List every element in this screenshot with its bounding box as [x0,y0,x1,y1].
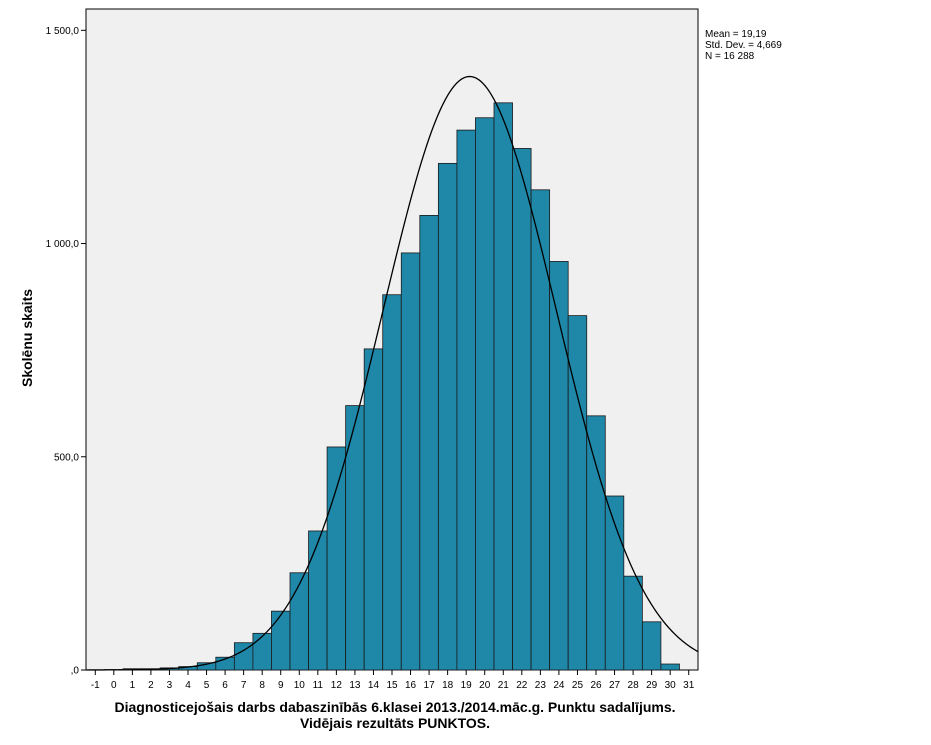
x-tick-label: 28 [628,680,640,691]
x-tick-label: 24 [553,680,565,691]
x-tick-label: 20 [479,680,491,691]
x-tick-label: 0 [111,680,117,691]
x-tick-label: 19 [461,680,473,691]
histogram-bar [530,189,551,671]
x-tick-label: 6 [222,680,228,691]
x-tick-label: 15 [386,680,398,691]
stats-mean: Mean = 19,19 [705,29,767,40]
y-tick-label: 500,0 [54,452,79,463]
histogram-bar [382,294,402,671]
histogram-bar [512,148,532,671]
x-tick-label: 14 [368,680,380,691]
histogram-bar [475,117,495,671]
x-tick-label: 26 [590,680,602,691]
histogram-bar [586,415,606,671]
histogram-bar [252,632,272,671]
x-tick-label: 31 [683,680,695,691]
x-axis-title: Diagnosticejošais darbs dabaszinībās 6.k… [90,699,700,731]
histogram-bar [400,252,421,671]
histogram-bar [641,621,662,671]
histogram-bar [271,610,291,671]
x-tick-label: 27 [609,680,621,691]
histogram-bar [623,575,643,671]
x-tick-label: 5 [204,680,210,691]
x-tick-label: 7 [241,680,247,691]
histogram-bar [437,162,458,671]
x-tick-label: 22 [516,680,528,691]
y-tick-label: 1 500,0 [46,26,80,37]
stats-box: Mean = 19,19 Std. Dev. = 4,669 N = 16 28… [705,29,782,62]
histogram-bar [308,530,328,671]
y-axis: ,0 500,0 1 000,0 1 500,0 [46,26,86,677]
x-tick-label: 2 [148,680,154,691]
stats-std-dev: Std. Dev. = 4,669 [705,40,782,51]
x-axis-title-line1: Diagnosticejošais darbs dabaszinībās 6.k… [114,699,676,715]
x-tick-label: 23 [535,680,547,691]
histogram-bar [493,102,513,671]
x-tick-label: 18 [442,680,454,691]
stats-n: N = 16 288 [705,51,755,62]
histogram-bar [456,129,476,671]
x-tick-label: 3 [167,680,173,691]
x-tick-label: 4 [185,680,191,691]
x-tick-label: 12 [331,680,343,691]
x-tick-label: 21 [498,680,510,691]
x-tick-label: 16 [405,680,417,691]
y-tick-label: 1 000,0 [46,239,80,250]
y-axis-title: Skolēnu skaits [19,288,35,388]
x-tick-label: 9 [278,680,284,691]
x-axis-title-line2: Vidējais rezultāts PUNKTOS. [299,715,491,731]
x-tick-label: 25 [572,680,584,691]
x-tick-label: 11 [313,680,324,691]
histogram-bar [289,572,309,671]
x-tick-label: 13 [349,680,361,691]
bars-group [104,102,680,671]
x-tick-label: 29 [646,680,658,691]
x-tick-label: 1 [130,680,136,691]
histogram-bar [419,215,439,671]
x-tick-label: 17 [424,680,436,691]
histogram-bar [660,663,680,671]
histogram-bar [326,446,347,671]
x-tick-label: -1 [91,680,100,691]
x-tick-label: 10 [294,680,306,691]
normal-curve [86,75,699,671]
x-tick-label: 8 [259,680,265,691]
histogram-bar [363,348,384,671]
y-tick-label: ,0 [71,666,80,677]
x-axis: -1 0 1 2 3 4 5 6 7 8 9 10 11 12 13 14 15 16 17 18 19 20 21 22 23… [91,670,695,691]
x-tick-label: 30 [665,680,677,691]
